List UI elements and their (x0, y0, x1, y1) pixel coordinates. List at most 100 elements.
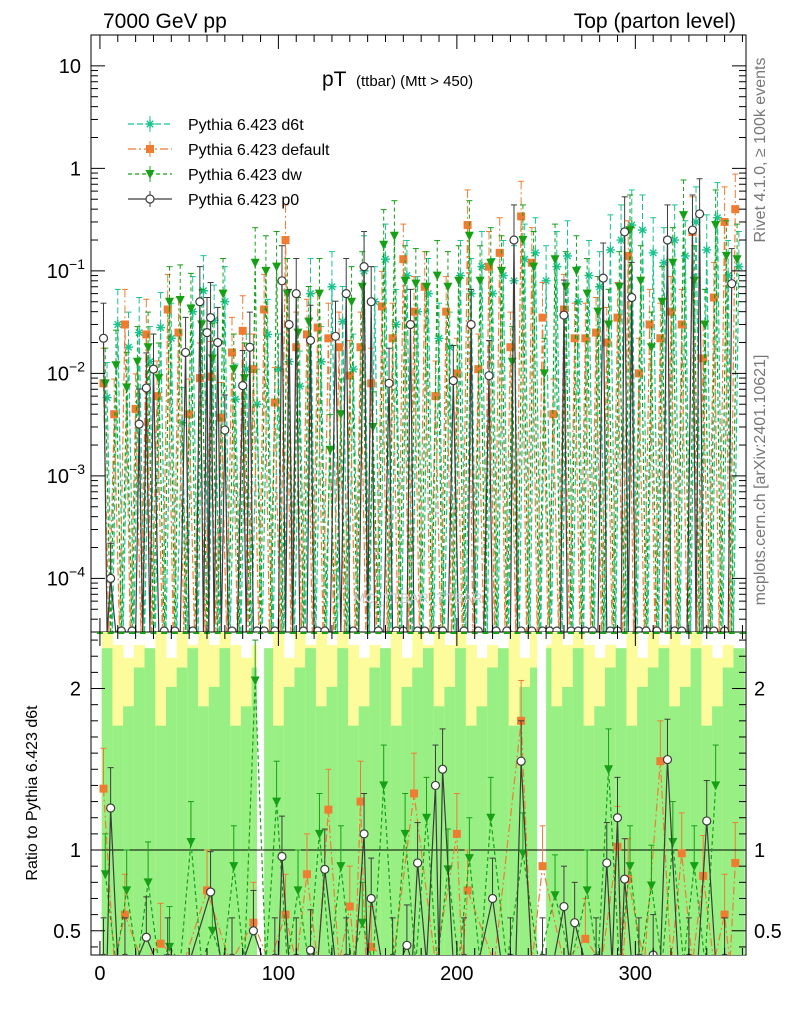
data-point (625, 226, 635, 236)
data-point (134, 328, 144, 338)
data-point (341, 289, 351, 299)
data-point (605, 245, 615, 255)
data-point (691, 217, 701, 227)
ratio-point (731, 858, 740, 867)
legend-item-2: Pythia 6.423 dw (128, 166, 302, 184)
data-point (384, 378, 394, 388)
band-inner (701, 725, 713, 955)
ratio-point (100, 870, 110, 880)
data-point (592, 328, 601, 337)
data-point (679, 211, 689, 221)
data-point (252, 399, 262, 409)
band-inner (262, 648, 274, 955)
band-inner (155, 725, 167, 955)
data-point (284, 319, 294, 330)
ratio-point (612, 813, 623, 823)
main-title: pT (ttbar) (Mtt > 450) (322, 68, 473, 91)
data-point (636, 276, 646, 286)
band-inner (551, 706, 563, 955)
ratio-point (559, 901, 569, 912)
band-inner (123, 706, 135, 955)
ratio-pythia-6-423-dw (100, 639, 721, 955)
data-point (165, 297, 175, 307)
data-point (495, 248, 504, 257)
data-point (648, 248, 658, 258)
ratio-point (143, 878, 153, 888)
ratio-point (205, 887, 216, 897)
ratio-point (460, 953, 468, 955)
band-inner (444, 686, 456, 955)
data-point (518, 236, 528, 246)
data-point (195, 297, 205, 307)
data-point (509, 235, 519, 245)
data-point (702, 245, 712, 255)
data-point (306, 289, 316, 299)
data-point (434, 333, 444, 343)
data-point (602, 338, 611, 347)
data-point (145, 357, 155, 367)
ratio-point (302, 870, 311, 879)
data-point (405, 319, 416, 330)
x-tick-label: 0 (94, 963, 105, 985)
ratio-point (342, 953, 350, 955)
data-point (694, 209, 705, 219)
data-point (111, 361, 121, 371)
band-inner (101, 648, 113, 955)
band-inner (497, 648, 510, 955)
data-point (325, 445, 335, 455)
data-point (120, 320, 129, 329)
data-point (195, 374, 204, 383)
data-point (573, 297, 583, 307)
data-point (132, 357, 142, 367)
ratio-point (635, 953, 643, 955)
data-point (388, 334, 397, 343)
ratio-point (422, 813, 432, 823)
ratio-point (141, 932, 151, 942)
ratio-y-tick-label: 0.5 (53, 921, 81, 943)
data-point (402, 271, 412, 281)
ratio-point (367, 942, 376, 951)
ratio-point (702, 816, 712, 826)
band-inner (465, 725, 478, 955)
legend-marker (145, 194, 155, 204)
data-point (377, 302, 386, 311)
data-point (231, 394, 241, 404)
header-left: 7000 GeV pp (103, 10, 227, 33)
ratio-point (305, 945, 316, 955)
data-point (163, 305, 172, 314)
data-point (538, 313, 547, 322)
ratio-point (581, 934, 590, 943)
ratio-point (413, 858, 423, 868)
data-point (302, 330, 311, 339)
title-sub: (ttbar) (Mtt > 450) (356, 73, 473, 90)
legend-marker (146, 145, 154, 153)
y-tick-label: 10 (59, 56, 81, 78)
band-inner (326, 686, 338, 955)
data-point (423, 289, 433, 299)
data-point (559, 310, 569, 320)
ratio-point (389, 953, 396, 955)
legend-item-0: Pythia 6.423 d6t (128, 116, 304, 134)
ratio-point (336, 862, 346, 872)
y-tick-label: 1 (70, 158, 81, 180)
ratio-point (463, 886, 472, 895)
x-tick-label: 200 (440, 963, 473, 985)
ratio-point (582, 886, 592, 896)
data-point (185, 410, 194, 419)
data-point (443, 282, 453, 292)
data-point (110, 410, 119, 419)
data-point (582, 289, 592, 299)
data-point (529, 262, 539, 272)
data-point (305, 335, 316, 345)
band-inner (294, 667, 306, 955)
data-point (570, 334, 579, 343)
data-point (174, 328, 183, 337)
data-point (338, 317, 348, 327)
ratio-point (538, 862, 547, 871)
ratio-point (100, 953, 107, 955)
ratio-point (430, 780, 441, 791)
data-point (156, 323, 166, 333)
band-inner (572, 648, 585, 955)
x-tick-label: 100 (262, 963, 295, 985)
data-point (148, 364, 159, 374)
